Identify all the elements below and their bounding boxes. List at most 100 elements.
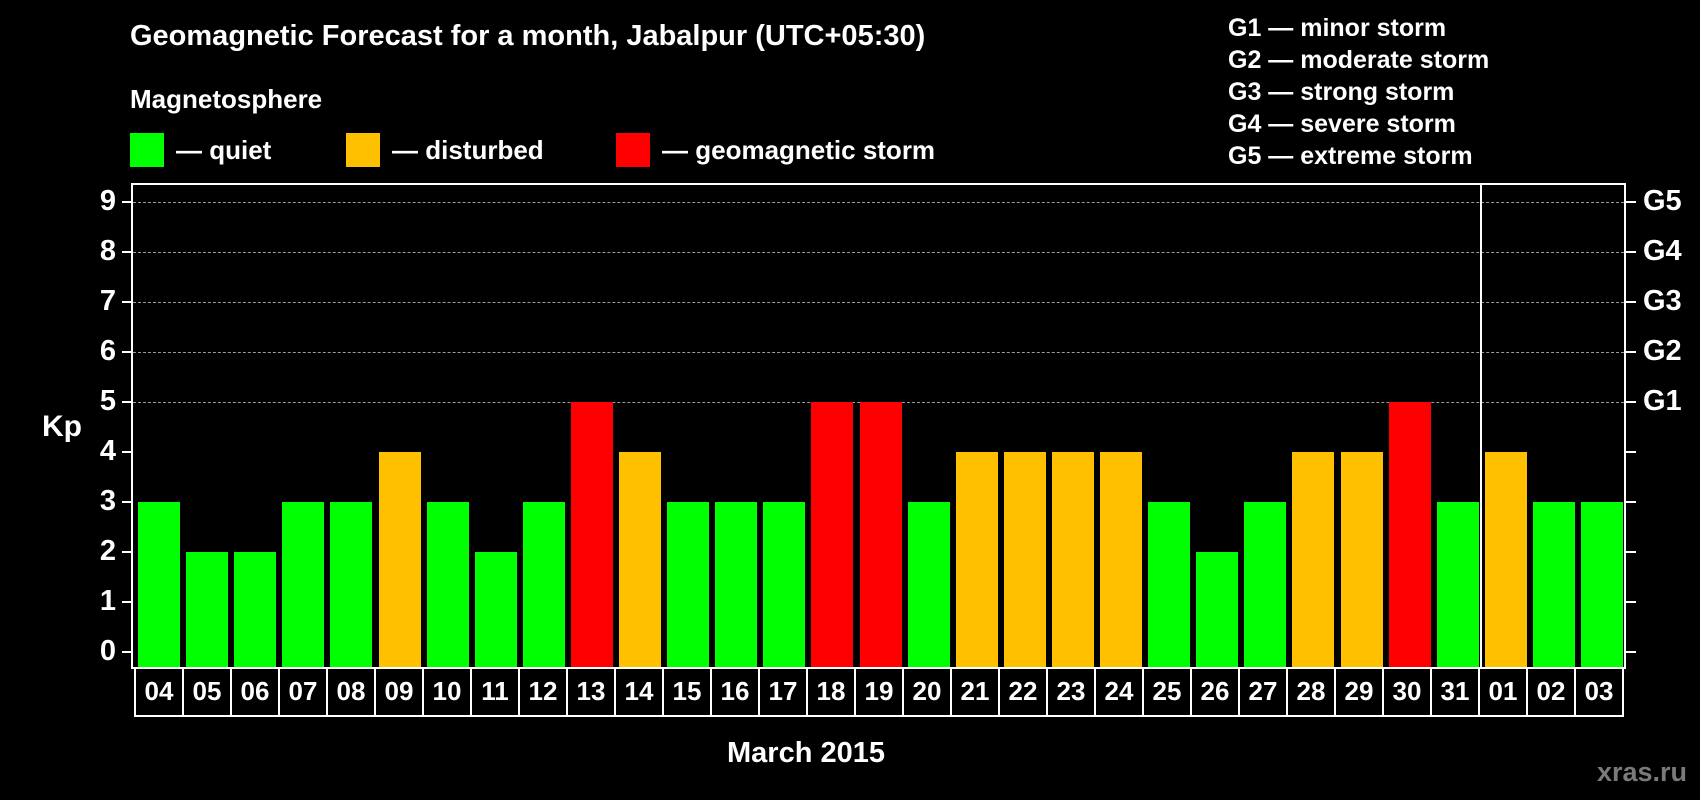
bar-22 (1003, 452, 1046, 667)
y-tick (122, 201, 132, 203)
y-tick (122, 301, 132, 303)
g-scale-item: G2 — moderate storm (1228, 46, 1490, 74)
date-cell-25: 25 (1144, 668, 1192, 715)
y-tick-label: 9 (99, 185, 116, 217)
y-tick-label: 3 (99, 485, 116, 517)
bar-04 (138, 502, 180, 667)
y-tick-label: 8 (99, 235, 116, 267)
bar-09 (378, 452, 421, 667)
bar-05 (186, 552, 229, 667)
date-cell-26: 26 (1192, 668, 1240, 715)
y-tick (122, 451, 132, 453)
disturbed-swatch-icon (346, 133, 380, 167)
y-tick-label: 5 (99, 385, 116, 417)
quiet-swatch-icon (130, 133, 164, 167)
bar-01 (1484, 452, 1527, 667)
y-tick-label: 6 (99, 335, 116, 367)
legend-label: — geomagnetic storm (662, 134, 936, 165)
g-scale-item: G1 — minor storm (1228, 14, 1447, 42)
date-cell-20: 20 (904, 668, 952, 715)
storm-swatch-icon (616, 133, 650, 167)
right-tick (1626, 201, 1636, 203)
legend-quiet: — quiet (130, 133, 271, 167)
date-cell-12: 12 (520, 668, 568, 715)
date-cell-29: 29 (1336, 668, 1384, 715)
bar-08 (330, 502, 373, 667)
g-scale-item: G3 — strong storm (1228, 78, 1455, 106)
date-cell-24: 24 (1096, 668, 1144, 715)
legend-title: Magnetosphere (130, 84, 323, 114)
g-scale-item: G4 — severe storm (1228, 110, 1456, 138)
date-cell-27: 27 (1240, 668, 1288, 715)
right-tick (1626, 401, 1636, 403)
date-cell-18: 18 (808, 668, 856, 715)
right-tick (1626, 501, 1636, 503)
date-cell-31: 31 (1432, 668, 1480, 715)
date-cell-10: 10 (424, 668, 472, 715)
right-tick (1626, 601, 1636, 603)
bar-14 (619, 452, 661, 667)
bar-20 (907, 502, 950, 667)
bar-24 (1100, 452, 1142, 667)
bar-15 (667, 502, 710, 667)
bar-27 (1244, 502, 1287, 667)
y-axis-label: Kp (42, 410, 82, 443)
date-cell-28: 28 (1288, 668, 1336, 715)
y-tick (122, 501, 132, 503)
right-tick (1626, 651, 1636, 653)
bar-10 (426, 502, 469, 667)
right-tick (1626, 351, 1636, 353)
legend-label: — quiet (176, 134, 272, 165)
bar-18 (811, 402, 854, 667)
legend-disturbed: — disturbed (346, 133, 544, 167)
bar-29 (1340, 452, 1383, 667)
right-tick (1626, 251, 1636, 253)
date-cell-03: 03 (1584, 676, 1614, 706)
g-level-label: G3 (1643, 285, 1682, 317)
y-tick (122, 251, 132, 253)
bar-02 (1532, 502, 1575, 667)
date-cell-07: 07 (280, 668, 328, 715)
y-tick (122, 651, 132, 653)
gridline (133, 352, 1624, 353)
date-cell-05: 05 (184, 668, 232, 715)
y-tick-label: 7 (99, 285, 116, 317)
bar-03 (1581, 502, 1623, 667)
bar-21 (955, 452, 998, 667)
g-level-label: G1 (1643, 385, 1682, 417)
date-cell-11: 11 (472, 668, 520, 715)
y-tick (122, 401, 132, 403)
bar-12 (522, 502, 565, 667)
date-cell-04: 04 (136, 668, 184, 715)
date-cell-01: 01 (1480, 668, 1528, 715)
bar-06 (234, 552, 277, 667)
y-tick-label: 4 (99, 435, 116, 467)
right-tick (1626, 451, 1636, 453)
plot-area (131, 183, 1626, 669)
bar-25 (1148, 502, 1191, 667)
date-cell-22: 22 (1000, 668, 1048, 715)
y-tick-label: 2 (99, 535, 116, 567)
g-level-label: G4 (1643, 235, 1682, 267)
g-scale-legend: G1 — minor storm G2 — moderate storm G3 … (1228, 12, 1489, 172)
y-tick (122, 351, 132, 353)
bar-28 (1292, 452, 1335, 667)
date-cell-02: 02 (1528, 668, 1576, 715)
bar-07 (282, 502, 325, 667)
date-cell-09: 09 (376, 668, 424, 715)
date-cell-17: 17 (760, 668, 808, 715)
bar-26 (1196, 552, 1239, 667)
bar-19 (859, 402, 902, 667)
g-level-label: G5 (1643, 185, 1682, 217)
date-cell-08: 08 (328, 668, 376, 715)
bar-16 (715, 502, 758, 667)
bar-31 (1436, 502, 1479, 667)
date-cell-13: 13 (568, 668, 616, 715)
watermark: xras.ru (1596, 757, 1687, 787)
bar-17 (763, 502, 806, 667)
bar-30 (1388, 402, 1431, 667)
right-tick (1626, 551, 1636, 553)
chart-title: Geomagnetic Forecast for a month, Jabalp… (130, 20, 926, 52)
date-cell-15: 15 (664, 668, 712, 715)
date-cell-23: 23 (1048, 668, 1096, 715)
